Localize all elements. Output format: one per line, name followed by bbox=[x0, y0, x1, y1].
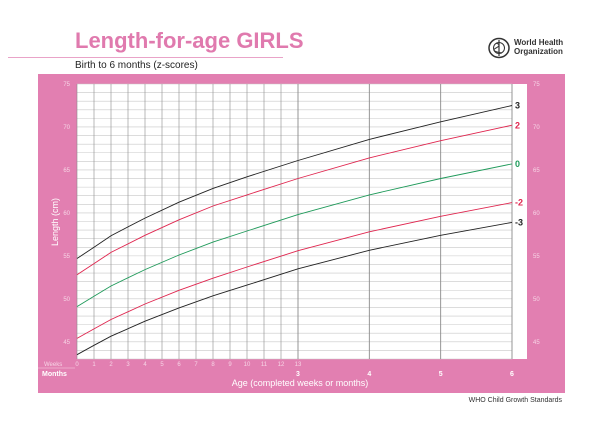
y-tick-label-right: 65 bbox=[533, 168, 540, 174]
x-tick-week: 7 bbox=[194, 362, 198, 368]
z-score-label: -2 bbox=[515, 198, 523, 208]
weeks-label: Weeks bbox=[44, 362, 62, 368]
x-tick-month: 6 bbox=[510, 371, 514, 378]
who-emblem-icon bbox=[488, 37, 510, 59]
z-score-line-0 bbox=[76, 163, 513, 307]
x-tick-week: 4 bbox=[143, 362, 147, 368]
x-tick-month: 5 bbox=[439, 371, 443, 378]
x-tick-week: 3 bbox=[126, 362, 130, 368]
x-tick-week: 0 bbox=[75, 362, 79, 368]
y-tick-label-left: 65 bbox=[63, 168, 70, 174]
x-tick-week: 10 bbox=[244, 362, 251, 368]
z-score-label: 0 bbox=[515, 159, 520, 169]
footer-credit: WHO Child Growth Standards bbox=[468, 397, 562, 404]
x-axis-title: Age (completed weeks or months) bbox=[232, 378, 369, 388]
y-tick-label-left: 55 bbox=[63, 254, 70, 260]
y-tick-label-left: 45 bbox=[63, 340, 70, 346]
z-score-label: 3 bbox=[515, 100, 520, 110]
y-tick-label-left: 70 bbox=[63, 125, 70, 131]
y-axis-title: Length (cm) bbox=[50, 198, 60, 246]
page-title: Length-for-age GIRLS bbox=[75, 28, 304, 53]
x-tick-week: 1 bbox=[92, 362, 96, 368]
z-score-label: 2 bbox=[515, 120, 520, 130]
organization-name: World Health Organization bbox=[514, 38, 564, 56]
z-score-label: -3 bbox=[515, 217, 523, 227]
title-divider bbox=[8, 57, 283, 58]
x-tick-week: 11 bbox=[261, 362, 268, 368]
y-tick-label-left: 60 bbox=[63, 211, 70, 217]
x-tick-week: 8 bbox=[211, 362, 215, 368]
x-tick-month: 4 bbox=[367, 371, 371, 378]
y-tick-label-right: 50 bbox=[533, 297, 540, 303]
x-tick-week: 5 bbox=[160, 362, 164, 368]
z-score-line--2 bbox=[76, 202, 513, 339]
z-score-line-2 bbox=[76, 124, 513, 276]
y-tick-label-left: 50 bbox=[63, 297, 70, 303]
x-tick-week: 2 bbox=[109, 362, 113, 368]
z-score-line--3 bbox=[76, 221, 513, 356]
y-tick-label-right: 70 bbox=[533, 125, 540, 131]
z-score-line-3 bbox=[76, 105, 513, 259]
months-label: Months bbox=[42, 371, 67, 378]
y-tick-label-right: 75 bbox=[533, 82, 540, 88]
y-tick-label-right: 60 bbox=[533, 211, 540, 217]
y-tick-label-right: 55 bbox=[533, 254, 540, 260]
subtitle: Birth to 6 months (z-scores) bbox=[75, 60, 198, 71]
x-tick-month: 3 bbox=[296, 371, 300, 378]
y-tick-label-left: 75 bbox=[63, 82, 70, 88]
x-tick-week: 13 bbox=[295, 362, 302, 368]
x-tick-week: 9 bbox=[228, 362, 232, 368]
x-tick-week: 6 bbox=[177, 362, 181, 368]
y-tick-label-right: 45 bbox=[533, 340, 540, 346]
x-tick-week: 12 bbox=[278, 362, 285, 368]
